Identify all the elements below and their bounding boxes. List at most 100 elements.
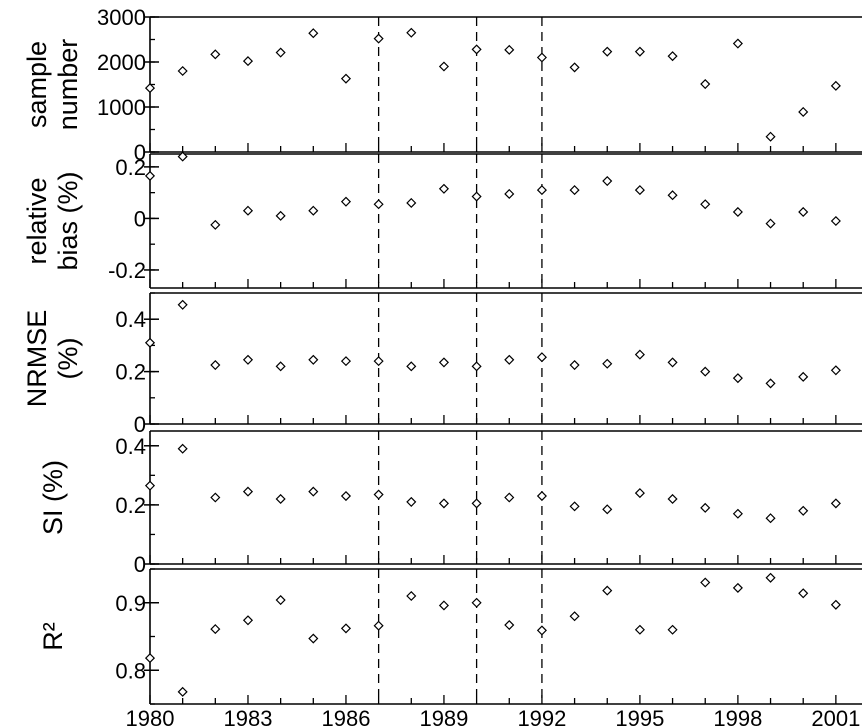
data-point xyxy=(504,188,515,199)
x-tick-label: 1980 xyxy=(126,706,175,726)
data-point xyxy=(177,65,188,77)
data-point xyxy=(602,504,613,515)
data-point xyxy=(406,361,417,372)
data-point xyxy=(504,44,515,55)
data-point xyxy=(634,185,645,196)
x-tick-label: 1983 xyxy=(224,706,273,726)
data-point xyxy=(177,299,188,310)
data-point xyxy=(340,196,352,207)
data-point xyxy=(536,352,547,363)
y-axis-label: sample xyxy=(22,41,52,128)
data-point xyxy=(634,488,645,499)
y-tick-label: 0.4 xyxy=(115,434,146,459)
data-point xyxy=(700,577,711,588)
data-point xyxy=(602,176,613,187)
data-point xyxy=(275,47,286,58)
data-point xyxy=(144,337,156,348)
panel-nrmse: 0 0.2 0.4 NRMSE (%) xyxy=(22,292,862,437)
data-point xyxy=(406,197,417,209)
data-point xyxy=(765,572,776,583)
data-point xyxy=(536,52,547,63)
data-point xyxy=(700,79,711,90)
data-point xyxy=(242,486,254,497)
data-point xyxy=(406,496,417,507)
y-axis-label: bias (%) xyxy=(53,171,83,270)
y-axis-label: number xyxy=(53,39,83,131)
data-point xyxy=(700,199,711,210)
data-point xyxy=(602,358,613,369)
data-point xyxy=(406,27,417,38)
data-point xyxy=(602,585,613,596)
data-point xyxy=(765,378,776,389)
data-point xyxy=(308,205,319,216)
data-point xyxy=(210,624,221,635)
data-point xyxy=(798,106,809,117)
data-point xyxy=(210,219,221,230)
data-point xyxy=(798,588,809,599)
data-point xyxy=(700,366,711,377)
data-point xyxy=(830,365,841,376)
data-point xyxy=(471,361,482,372)
data-point xyxy=(340,356,352,367)
data-point xyxy=(765,513,776,524)
data-point xyxy=(210,49,221,60)
data-point xyxy=(177,151,188,162)
data-series xyxy=(144,299,841,389)
data-point xyxy=(308,354,319,365)
data-point xyxy=(308,633,319,644)
x-tick-label: 1992 xyxy=(517,706,566,726)
y-tick-label: 0.4 xyxy=(115,307,146,332)
data-point xyxy=(634,46,645,57)
data-point xyxy=(406,590,417,602)
y-tick-label: 2000 xyxy=(97,50,146,75)
x-tick-label: 1986 xyxy=(321,706,370,726)
data-point xyxy=(144,170,156,181)
data-point xyxy=(569,62,580,73)
panel-si: 0 0.2 0.4 SI (%) xyxy=(38,430,862,577)
x-tick-label: 1998 xyxy=(713,706,762,726)
data-point xyxy=(242,615,254,626)
data-point xyxy=(373,33,384,44)
data-point xyxy=(471,597,482,608)
data-point xyxy=(634,349,645,360)
data-series xyxy=(144,572,841,697)
data-point xyxy=(732,508,743,519)
x-tick-label: 2001 xyxy=(811,706,860,726)
data-point xyxy=(732,206,743,218)
data-point xyxy=(536,490,547,502)
data-point xyxy=(144,653,156,664)
data-point xyxy=(634,624,645,635)
data-point xyxy=(275,595,286,606)
data-point xyxy=(830,215,841,227)
data-point xyxy=(438,498,449,509)
data-point xyxy=(765,218,776,229)
data-point xyxy=(667,493,678,505)
data-series xyxy=(144,151,841,230)
data-point xyxy=(438,600,449,611)
data-point xyxy=(210,492,221,503)
data-point xyxy=(798,505,809,516)
data-point xyxy=(798,371,809,382)
data-point xyxy=(602,46,613,57)
data-point xyxy=(177,443,188,454)
data-point xyxy=(667,357,678,368)
x-tick-labels: 1980 1983 1986 1989 1992 1995 1998 2001 xyxy=(126,706,861,726)
data-point xyxy=(471,498,482,509)
data-point xyxy=(569,501,580,512)
y-axis-label: relative xyxy=(22,177,52,264)
data-point xyxy=(242,354,254,365)
panel-r2: 0.8 0.9 R² xyxy=(38,568,862,705)
data-series xyxy=(144,443,841,524)
data-point xyxy=(667,190,678,201)
data-point xyxy=(373,489,384,500)
data-point xyxy=(732,373,743,384)
data-point xyxy=(700,502,711,513)
data-point xyxy=(732,38,743,49)
y-tick-label: 0 xyxy=(134,552,146,577)
y-tick-label: 0.9 xyxy=(115,591,146,616)
data-point xyxy=(830,80,841,91)
y-tick-label: 0.8 xyxy=(115,658,146,683)
data-point xyxy=(504,354,515,365)
x-tick-label: 1995 xyxy=(615,706,664,726)
data-point xyxy=(536,625,547,636)
